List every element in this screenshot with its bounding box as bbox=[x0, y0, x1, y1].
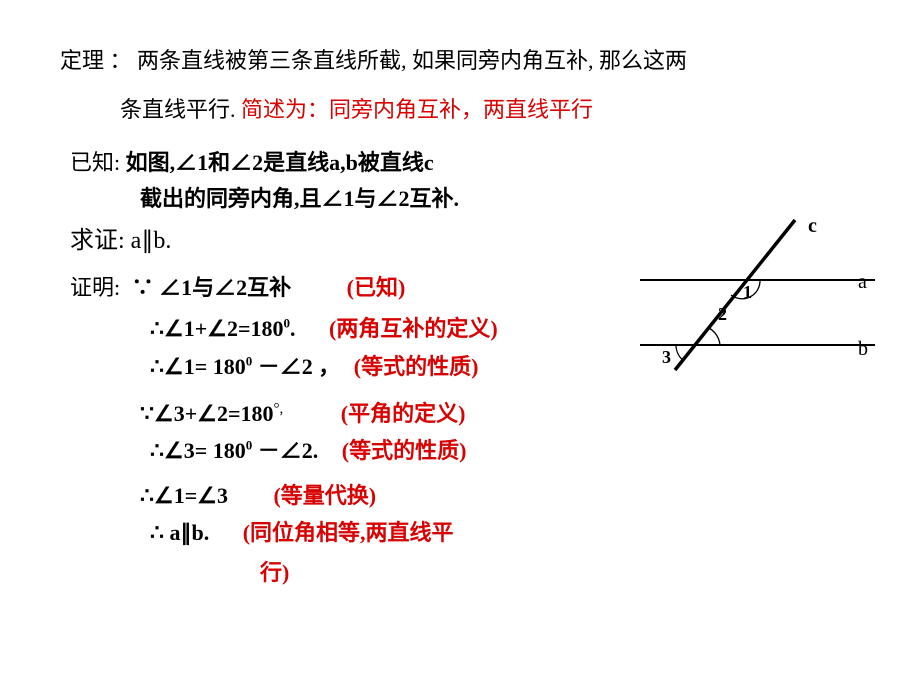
geometry-diagram: c a b 1 2 3 bbox=[620, 210, 890, 390]
proof-s4: ∵∠3+∠2=180°, (平角的定义) bbox=[60, 399, 860, 430]
proof-s7b: 行) bbox=[60, 558, 860, 589]
line-c bbox=[675, 220, 795, 370]
theorem-label: 定理 ： bbox=[60, 48, 132, 73]
proof-s7-reason2: 行) bbox=[260, 560, 289, 585]
proof-s5: ∴∠3= 1800 －∠2. (等式的性质) bbox=[60, 436, 860, 467]
proof-s6-reason: (等量代换) bbox=[273, 483, 376, 508]
label-3: 3 bbox=[662, 347, 671, 367]
proof-s1-reason: (已知) bbox=[347, 275, 406, 300]
label-c: c bbox=[808, 215, 817, 237]
prove-body: a∥b. bbox=[125, 228, 172, 254]
proof-s5-tail: －∠2. bbox=[252, 438, 318, 463]
given-l1: 如图,∠1和∠2是直线a,b被直线c bbox=[120, 150, 434, 175]
proof-s6: ∴∠1=∠3 (等量代换) bbox=[60, 481, 860, 512]
label-b: b bbox=[858, 338, 868, 360]
given-label: 已知: bbox=[70, 150, 120, 175]
theorem-part2: 条直线平行. bbox=[120, 97, 236, 122]
label-1: 1 bbox=[743, 282, 752, 302]
arc-angle-2 bbox=[709, 328, 720, 345]
theorem-line2: 条直线平行. 简述为：同旁内角互补，两直线平行 bbox=[60, 95, 860, 126]
proof-s2-tail: . bbox=[290, 316, 296, 341]
proof-s3-text: ∴∠1= 180 bbox=[150, 354, 246, 379]
label-2: 2 bbox=[718, 304, 727, 324]
proof-s3-tail: －∠2 ， bbox=[252, 354, 340, 379]
proof-s5-reason: (等式的性质) bbox=[342, 438, 467, 463]
theorem-note: 简述为：同旁内角互补，两直线平行 bbox=[236, 97, 594, 122]
proof-s1-text: ∵ ∠1与∠2互补 bbox=[132, 275, 292, 300]
proof-s2-text: ∴∠1+∠2=180 bbox=[150, 316, 284, 341]
proof-s5-text: ∴∠3= 180 bbox=[150, 438, 246, 463]
proof-s4-text: ∵∠3+∠2=180 bbox=[140, 401, 274, 426]
proof-s7-text: ∴ a∥b. bbox=[150, 520, 209, 545]
proof-s6-text: ∴∠1=∠3 bbox=[140, 483, 228, 508]
prove-label: 求证: bbox=[70, 228, 125, 254]
proof-s4-reason: (平角的定义) bbox=[341, 401, 466, 426]
label-a: a bbox=[858, 271, 867, 293]
proof-s3-reason: (等式的性质) bbox=[354, 354, 479, 379]
theorem-line1: 定理 ： 两条直线被第三条直线所截, 如果同旁内角互补, 那么这两 bbox=[60, 46, 860, 77]
proof-s2-reason: (两角互补的定义) bbox=[329, 316, 498, 341]
proof-label: 证明: bbox=[70, 275, 120, 300]
proof-s7: ∴ a∥b. (同位角相等,两直线平 bbox=[60, 518, 860, 549]
given-l2: 截出的同旁内角,且∠1与∠2互补. bbox=[140, 186, 459, 211]
proof-s4-deg: °, bbox=[274, 401, 284, 417]
theorem-part1: 两条直线被第三条直线所截, 如果同旁内角互补, 那么这两 bbox=[137, 48, 687, 73]
proof-s7-reason: (同位角相等,两直线平 bbox=[243, 520, 454, 545]
given-line1: 已知: 如图,∠1和∠2是直线a,b被直线c bbox=[60, 148, 860, 179]
